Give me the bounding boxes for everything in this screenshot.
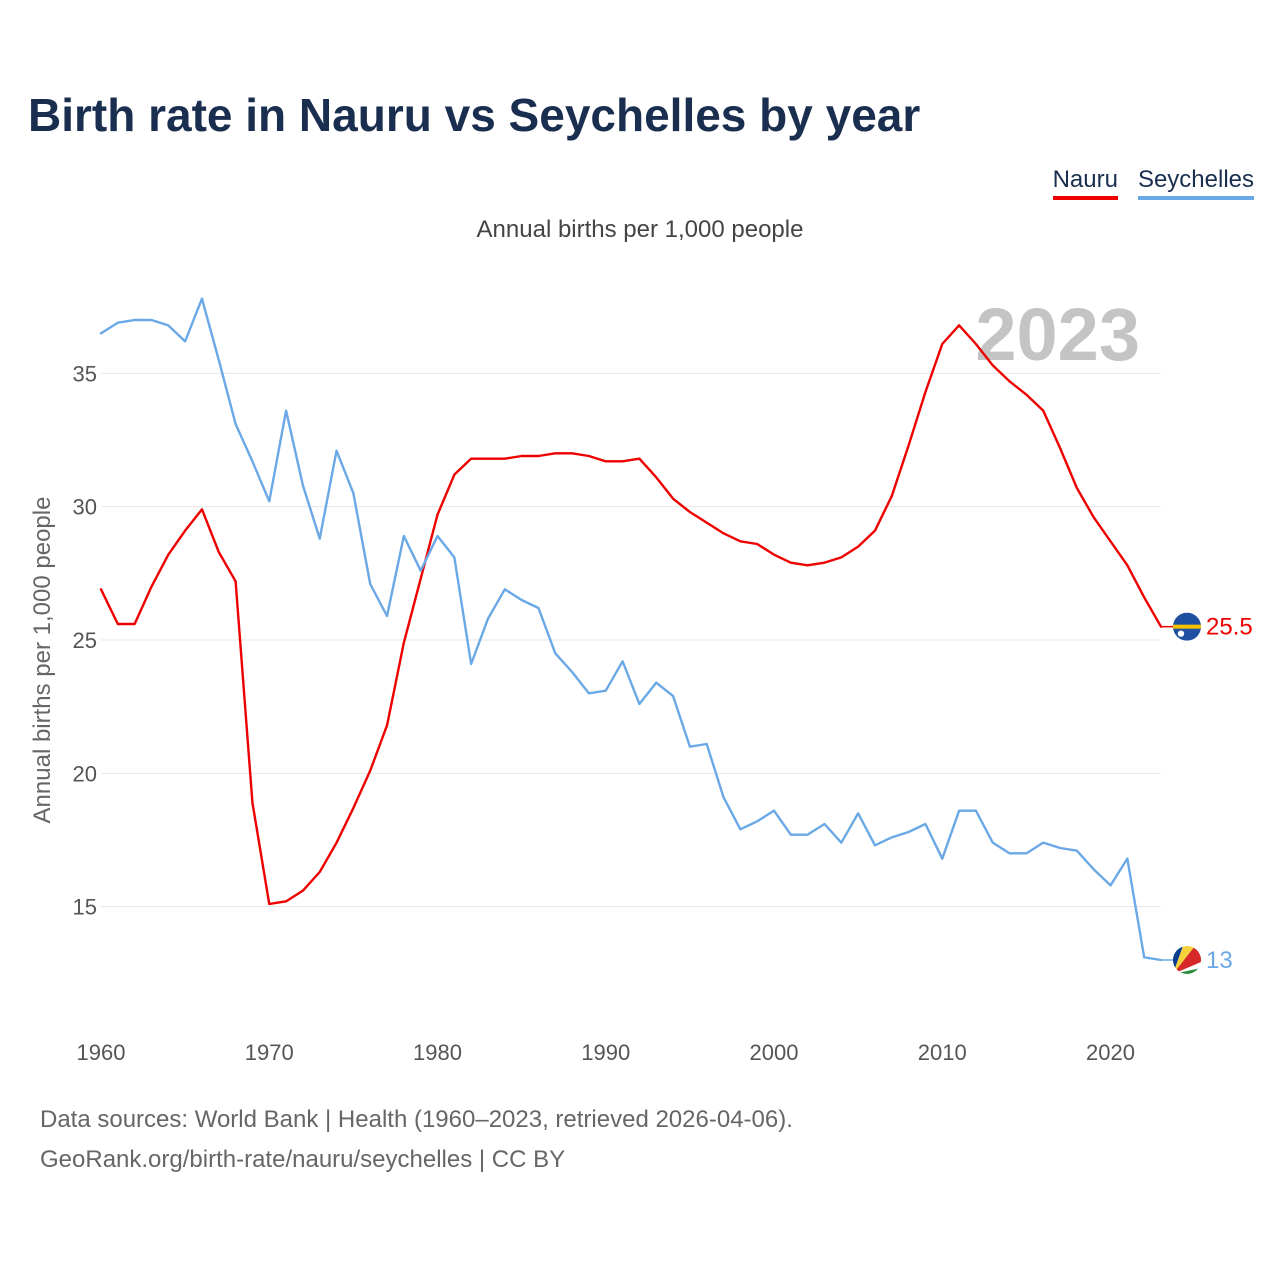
legend: Nauru Seychelles (1052, 166, 1254, 200)
y-axis-label: Annual births per 1,000 people (29, 497, 56, 824)
footer-link[interactable]: GeoRank.org/birth-rate/nauru/seychelles … (40, 1146, 566, 1173)
series: 25.5 13 (99, 297, 1253, 974)
seychelles-flag-icon (1173, 946, 1201, 974)
page-title: Birth rate in Nauru vs Seychelles by yea… (28, 89, 921, 141)
grid-lines (101, 372, 1161, 908)
x-tick-label: 1970 (245, 1040, 294, 1065)
legend-item-nauru[interactable]: Nauru (1052, 166, 1118, 200)
y-tick-label: 15 (73, 895, 97, 920)
series-endpoints (1173, 612, 1201, 974)
end-value-label-seychelles: 13 (1206, 947, 1233, 974)
x-tick-label: 2020 (1086, 1040, 1135, 1065)
x-tick-label: 1980 (413, 1040, 462, 1065)
y-tick-label: 20 (73, 761, 97, 786)
y-tick-label: 25 (73, 628, 97, 653)
y-tick-label: 35 (73, 361, 97, 386)
nauru-flag-icon (1173, 612, 1201, 641)
x-axis-ticks: 1960 1970 1980 1990 2000 2010 2020 (77, 1040, 1135, 1065)
y-tick-label: 30 (73, 495, 97, 520)
year-watermark: 2023 (975, 293, 1140, 376)
series-line-seychelles (99, 297, 1163, 962)
y-axis-ticks: 15 20 25 30 35 (73, 361, 97, 919)
legend-item-seychelles[interactable]: Seychelles (1137, 166, 1254, 200)
end-value-label-nauru: 25.5 (1206, 614, 1253, 641)
footer-sources: Data sources: World Bank | Health (1960–… (40, 1106, 793, 1133)
chart-subtitle: Annual births per 1,000 people (476, 216, 804, 243)
x-tick-label: 1960 (77, 1040, 126, 1065)
series-line-nauru (99, 324, 1163, 906)
x-tick-label: 2000 (750, 1040, 799, 1065)
x-tick-label: 2010 (918, 1040, 967, 1065)
x-tick-label: 1990 (581, 1040, 630, 1065)
